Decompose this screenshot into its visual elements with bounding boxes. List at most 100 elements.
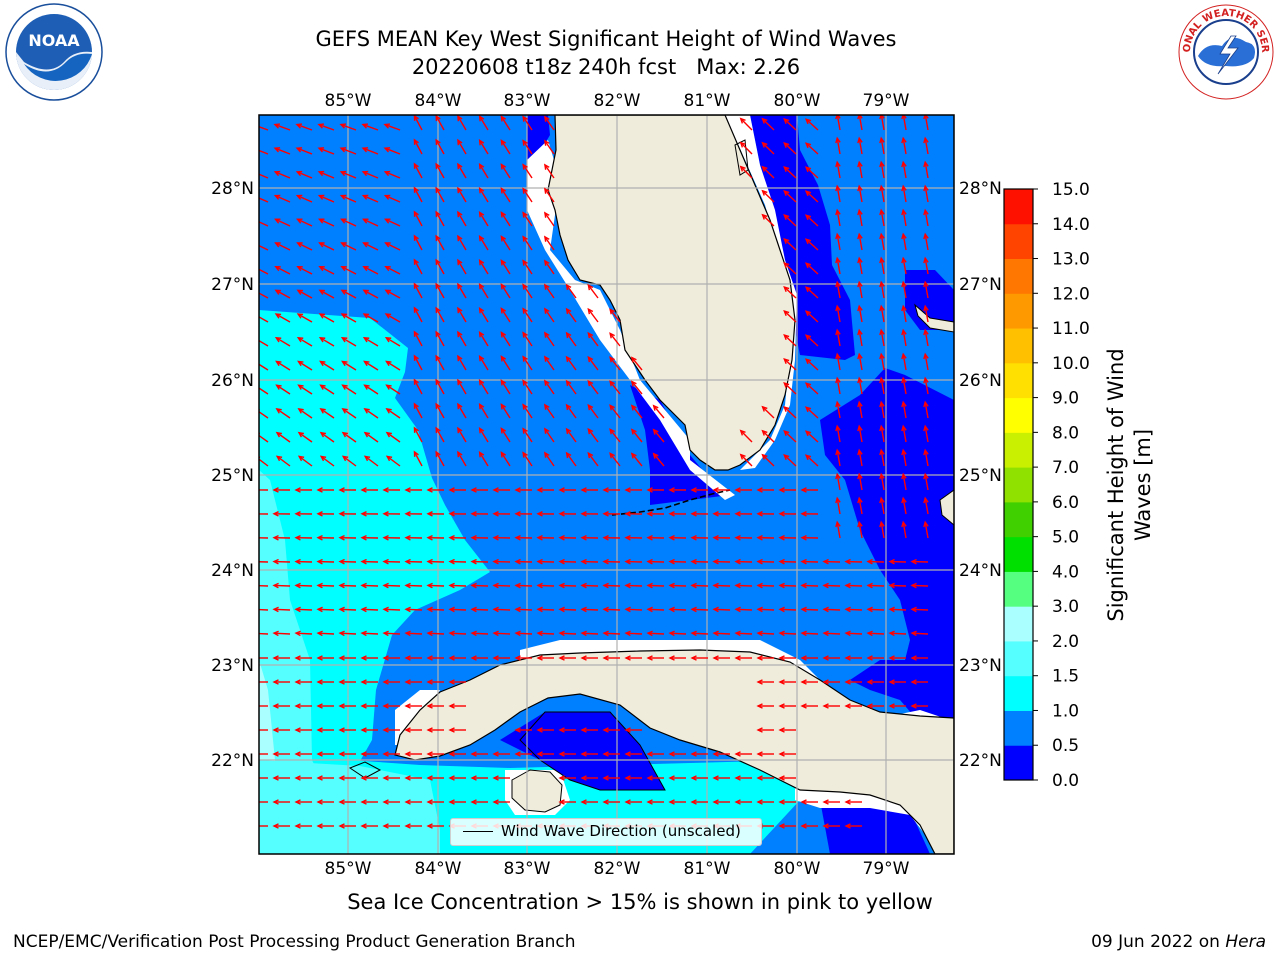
wave-direction-arrow [361, 608, 379, 611]
wave-direction-arrow [836, 522, 841, 539]
wave-direction-arrow [559, 584, 577, 587]
wave-direction-arrowhead [272, 630, 279, 637]
wave-direction-arrowhead [448, 655, 455, 661]
wave-direction-arrow [783, 118, 797, 131]
wave-direction-arrowhead [624, 487, 631, 493]
y-tick-label-left: 26°N [211, 371, 254, 391]
wave-direction-arrow [296, 123, 313, 131]
wave-direction-arrow [385, 337, 401, 347]
wave-direction-arrow [457, 379, 467, 395]
wave-direction-arrow [339, 632, 357, 635]
wave-direction-arrowhead [558, 606, 565, 613]
wave-direction-arrowhead [360, 630, 367, 637]
wave-direction-arrowhead [435, 330, 441, 338]
wave-direction-arrowhead [338, 630, 345, 637]
wave-direction-arrow [320, 384, 335, 395]
wave-direction-arrowhead [923, 256, 929, 264]
wave-direction-arrowhead [580, 727, 587, 733]
wave-direction-arrowhead [734, 487, 741, 493]
wave-direction-arrowhead [478, 330, 485, 338]
wave-direction-arrowhead [602, 487, 609, 493]
wave-direction-arrow [902, 306, 907, 323]
wave-direction-arrowhead [274, 313, 282, 319]
wave-direction-arrowhead [668, 751, 675, 757]
wave-direction-arrowhead [783, 285, 790, 292]
wave-direction-arrow [435, 331, 445, 347]
wave-direction-arrow [653, 453, 665, 467]
wave-direction-arrowhead [413, 354, 419, 361]
wave-direction-arrowhead [316, 606, 323, 613]
wave-direction-arrowhead [624, 558, 631, 565]
wave-direction-arrow [924, 474, 929, 491]
colorbar-tick-label: 3.0 [1052, 597, 1079, 617]
wave-direction-arrow [435, 427, 445, 443]
wave-direction-arrowhead [384, 242, 391, 248]
wave-direction-arrow [902, 522, 907, 539]
wave-direction-arrow [924, 498, 929, 515]
wave-direction-arrowhead [316, 823, 323, 829]
wave-direction-arrowhead [800, 582, 807, 589]
wave-direction-arrow [647, 632, 665, 635]
wave-direction-arrowhead [341, 431, 349, 438]
wave-direction-arrowhead [778, 558, 785, 565]
wave-direction-arrow [413, 187, 423, 203]
wave-direction-arrowhead [923, 280, 929, 288]
wave-direction-arrowhead [835, 280, 841, 288]
wave-direction-arrowhead [587, 427, 594, 435]
wave-direction-arrowhead [866, 606, 873, 613]
wave-direction-arrow [363, 289, 379, 299]
wave-direction-arrowhead [857, 448, 863, 456]
wave-direction-arrow [342, 432, 357, 443]
wave-direction-arrow [319, 242, 335, 251]
wave-direction-arrow [559, 632, 577, 635]
wave-direction-arrowhead [923, 160, 929, 168]
wave-direction-arrow [609, 428, 621, 443]
wave-direction-arrowhead [543, 451, 550, 458]
wave-direction-arrowhead [340, 336, 348, 343]
wave-direction-arrowhead [602, 630, 609, 637]
wave-direction-arrowhead [316, 558, 323, 565]
wave-direction-arrow [318, 171, 335, 179]
colorbar-swatch [1004, 675, 1033, 711]
wave-direction-arrowhead [734, 799, 741, 805]
wave-direction-arrowhead [318, 265, 325, 272]
wave-direction-arrowhead [690, 606, 697, 613]
land-florida [547, 115, 796, 471]
wave-direction-arrow [457, 211, 467, 227]
wave-direction-arrowhead [492, 799, 499, 805]
wave-direction-arrowhead [835, 304, 841, 312]
x-tick-label-top: 82°W [594, 91, 641, 111]
x-tick-labels-bottom: 85°W 84°W 83°W 82°W 81°W 80°W 79°W [325, 859, 910, 879]
wave-direction-arrow [544, 452, 555, 467]
y-tick-label-left: 24°N [211, 561, 254, 581]
wave-direction-arrow [259, 292, 269, 299]
wind-wave-direction-arrows [259, 115, 929, 829]
wave-direction-arrow [435, 115, 445, 131]
wave-direction-arrow [413, 403, 423, 419]
wave-direction-arrowhead [294, 679, 301, 685]
wave-direction-arrowhead [319, 455, 327, 462]
wave-direction-arrowhead [543, 211, 550, 218]
wave-direction-arrowhead [362, 289, 369, 295]
wave-direction-arrow [479, 235, 489, 251]
wave-direction-arrowhead [457, 234, 463, 242]
wave-direction-arrowhead [536, 511, 543, 517]
wave-direction-arrowhead [778, 606, 785, 613]
x-tick-label-bottom: 81°W [684, 859, 731, 879]
wave-direction-arrowhead [646, 751, 653, 757]
wave-direction-arrowhead [339, 194, 347, 200]
wave-direction-arrowhead [413, 402, 419, 409]
wave-direction-arrow [924, 330, 929, 347]
wave-direction-arrowhead [587, 451, 594, 459]
wave-direction-arrowhead [778, 703, 785, 709]
wave-direction-arrowhead [448, 487, 455, 493]
wave-direction-arrowhead [734, 606, 741, 613]
wave-direction-arrow [413, 115, 423, 131]
wave-direction-arrowhead [822, 606, 829, 613]
wave-direction-arrowhead [384, 289, 391, 295]
wave-direction-arrow [275, 289, 291, 299]
wave-direction-arrowhead [923, 424, 929, 432]
wave-direction-arrow [880, 282, 885, 299]
wave-direction-arrow [522, 452, 533, 467]
wave-direction-arrowhead [413, 378, 419, 385]
